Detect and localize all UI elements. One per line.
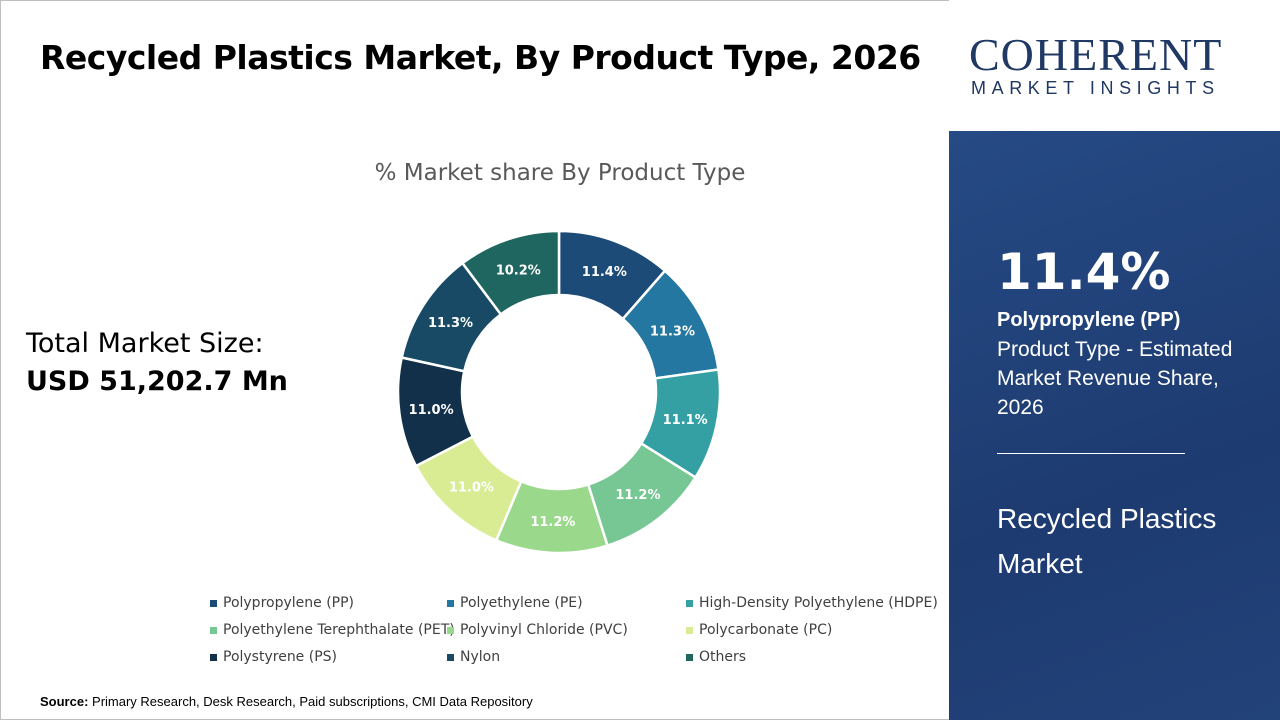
donut-slice [460, 229, 561, 317]
legend-label: Polyethylene (PE) [460, 595, 583, 611]
data-label: 11.3% [428, 316, 473, 331]
total-market-size: Total Market Size: USD 51,202.7 Mn [26, 325, 288, 401]
legend-swatch [686, 626, 693, 634]
highlight-segment: Polypropylene (PP) [997, 309, 1181, 331]
legend-swatch [210, 599, 217, 607]
data-label: 11.2% [530, 515, 575, 530]
legend-label: High-Density Polyethylene (HDPE) [699, 595, 938, 611]
legend-label: Polyvinyl Chloride (PVC) [460, 622, 628, 638]
data-label: 11.1% [663, 413, 708, 428]
legend-label: Polyethylene Terephthalate (PET) [223, 622, 455, 638]
logo-name: COHERENT [969, 29, 1223, 80]
legend-swatch [447, 653, 454, 661]
total-label: Total Market Size: [26, 328, 264, 359]
legend-item: Polyethylene (PE) [447, 595, 583, 611]
logo-tagline: MARKET INSIGHTS [971, 78, 1220, 98]
legend-swatch [686, 653, 693, 661]
donut-chart: 11.4% 11.3% 11.1% 11.2% 11.2% 11.0% 11.0% 11.3%… [396, 229, 722, 555]
data-label: 11.4% [582, 265, 627, 280]
highlight-percent: 11.4% [997, 243, 1171, 301]
data-label: 11.2% [615, 488, 660, 503]
total-value: USD 51,202.7 Mn [26, 366, 288, 397]
legend-item: Others [686, 649, 746, 665]
highlight-description: Product Type - Estimated Market Revenue … [997, 338, 1233, 419]
legend-swatch [210, 626, 217, 634]
chart-title: % Market share By Product Type [374, 160, 746, 186]
source-label: Source: [40, 694, 89, 709]
market-name: Recycled Plastics Market [997, 503, 1217, 579]
divider [997, 453, 1185, 454]
legend-item: Nylon [447, 649, 500, 665]
legend-item: Polypropylene (PP) [210, 595, 354, 611]
data-label: 11.3% [650, 325, 695, 340]
legend-item: Polystyrene (PS) [210, 649, 337, 665]
legend-label: Nylon [460, 649, 501, 665]
highlight-panel: 11.4% Polypropylene (PP) Product Type - … [949, 131, 1280, 720]
legend-item: Polyethylene Terephthalate (PET) [210, 622, 455, 638]
source-note: Source: Primary Research, Desk Research,… [40, 694, 533, 709]
logo: COHERENT MARKET INSIGHTS [949, 0, 1280, 131]
legend-swatch [447, 626, 454, 634]
legend-swatch [686, 599, 693, 607]
legend-label: Others [699, 649, 747, 665]
legend-item: Polyvinyl Chloride (PVC) [447, 622, 628, 638]
legend-label: Polystyrene (PS) [223, 649, 338, 665]
source-text: Primary Research, Desk Research, Paid su… [88, 694, 533, 709]
legend-swatch [447, 599, 454, 607]
legend-item: High-Density Polyethylene (HDPE) [686, 595, 938, 611]
legend-swatch [210, 653, 217, 661]
legend-label: Polycarbonate (PC) [699, 622, 833, 638]
page-title: Recycled Plastics Market, By Product Typ… [40, 38, 921, 77]
data-label: 11.0% [409, 403, 454, 418]
legend-label: Polypropylene (PP) [223, 595, 355, 611]
data-label: 10.2% [496, 264, 541, 279]
data-label: 11.0% [449, 481, 494, 496]
legend-item: Polycarbonate (PC) [686, 622, 832, 638]
